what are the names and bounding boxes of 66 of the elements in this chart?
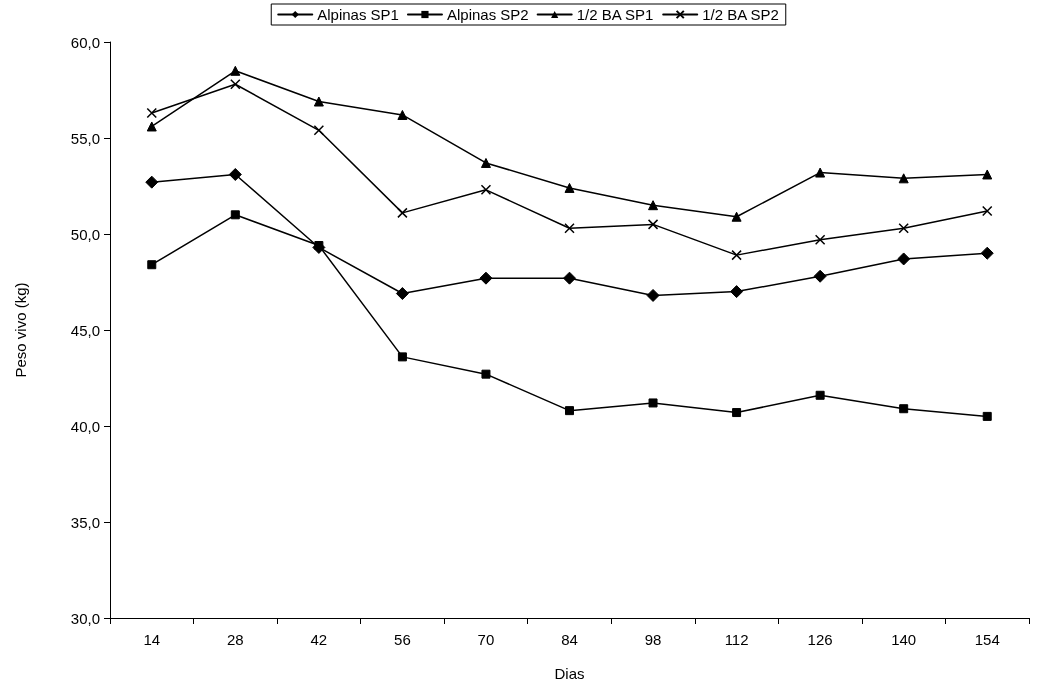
y-tick-label: 50,0 [70,225,100,243]
point [899,404,909,414]
point [480,157,491,168]
y-tick-label: 55,0 [70,129,100,147]
point [648,398,658,408]
point [147,260,157,270]
point [814,234,826,246]
point [146,121,157,132]
x-tick-label: 84 [561,631,578,648]
point [897,252,911,266]
point [481,369,491,379]
point [564,222,575,234]
point [730,285,744,299]
point [982,169,993,180]
point [731,249,742,261]
point [230,65,241,76]
x-tick-label: 140 [891,631,917,648]
point [145,175,159,189]
legend-label: 1/2 BA SP2 [702,6,779,23]
y-axis-title: Peso vivo (kg) [12,282,29,378]
point [397,352,407,362]
point [395,287,409,301]
x-tick-label: 28 [226,631,244,648]
point [813,269,827,283]
x-tick-label: 154 [974,631,1000,648]
point [648,200,659,211]
point [397,207,408,219]
y-tick-label: 30,0 [70,609,100,627]
point [146,107,158,119]
point [230,210,240,220]
x-tick-label: 56 [394,631,411,648]
point [647,219,659,230]
point [815,390,825,400]
point [981,205,993,217]
point [898,173,909,184]
x-tick-label: 98 [644,631,662,648]
point [479,271,493,285]
point [646,288,660,302]
point [313,96,324,107]
point [480,184,492,196]
point [230,78,241,90]
x-axis-title: Dias [554,665,585,682]
point [313,125,325,136]
point [815,167,826,178]
legend-label: 1/2 BA SP1 [576,6,654,23]
point [731,211,742,222]
point [565,406,574,416]
legend-label: Alpinas SP1 [317,6,399,23]
point [563,271,576,285]
x-tick-label: 126 [807,631,833,648]
y-tick-label: 35,0 [70,513,100,531]
y-tick-label: 45,0 [70,321,100,339]
point [564,182,575,193]
point [397,109,408,120]
point [898,222,909,234]
x-tick-label: 70 [477,631,495,648]
point [980,246,994,260]
x-tick-label: 14 [143,631,161,648]
x-tick-label: 112 [724,631,749,648]
y-tick-label: 60,0 [70,33,100,51]
point [982,411,992,421]
legend-label: Alpinas SP2 [446,6,529,23]
point [732,408,742,418]
x-tick-label: 42 [310,631,328,648]
y-tick-label: 40,0 [70,417,100,435]
point [228,167,242,181]
